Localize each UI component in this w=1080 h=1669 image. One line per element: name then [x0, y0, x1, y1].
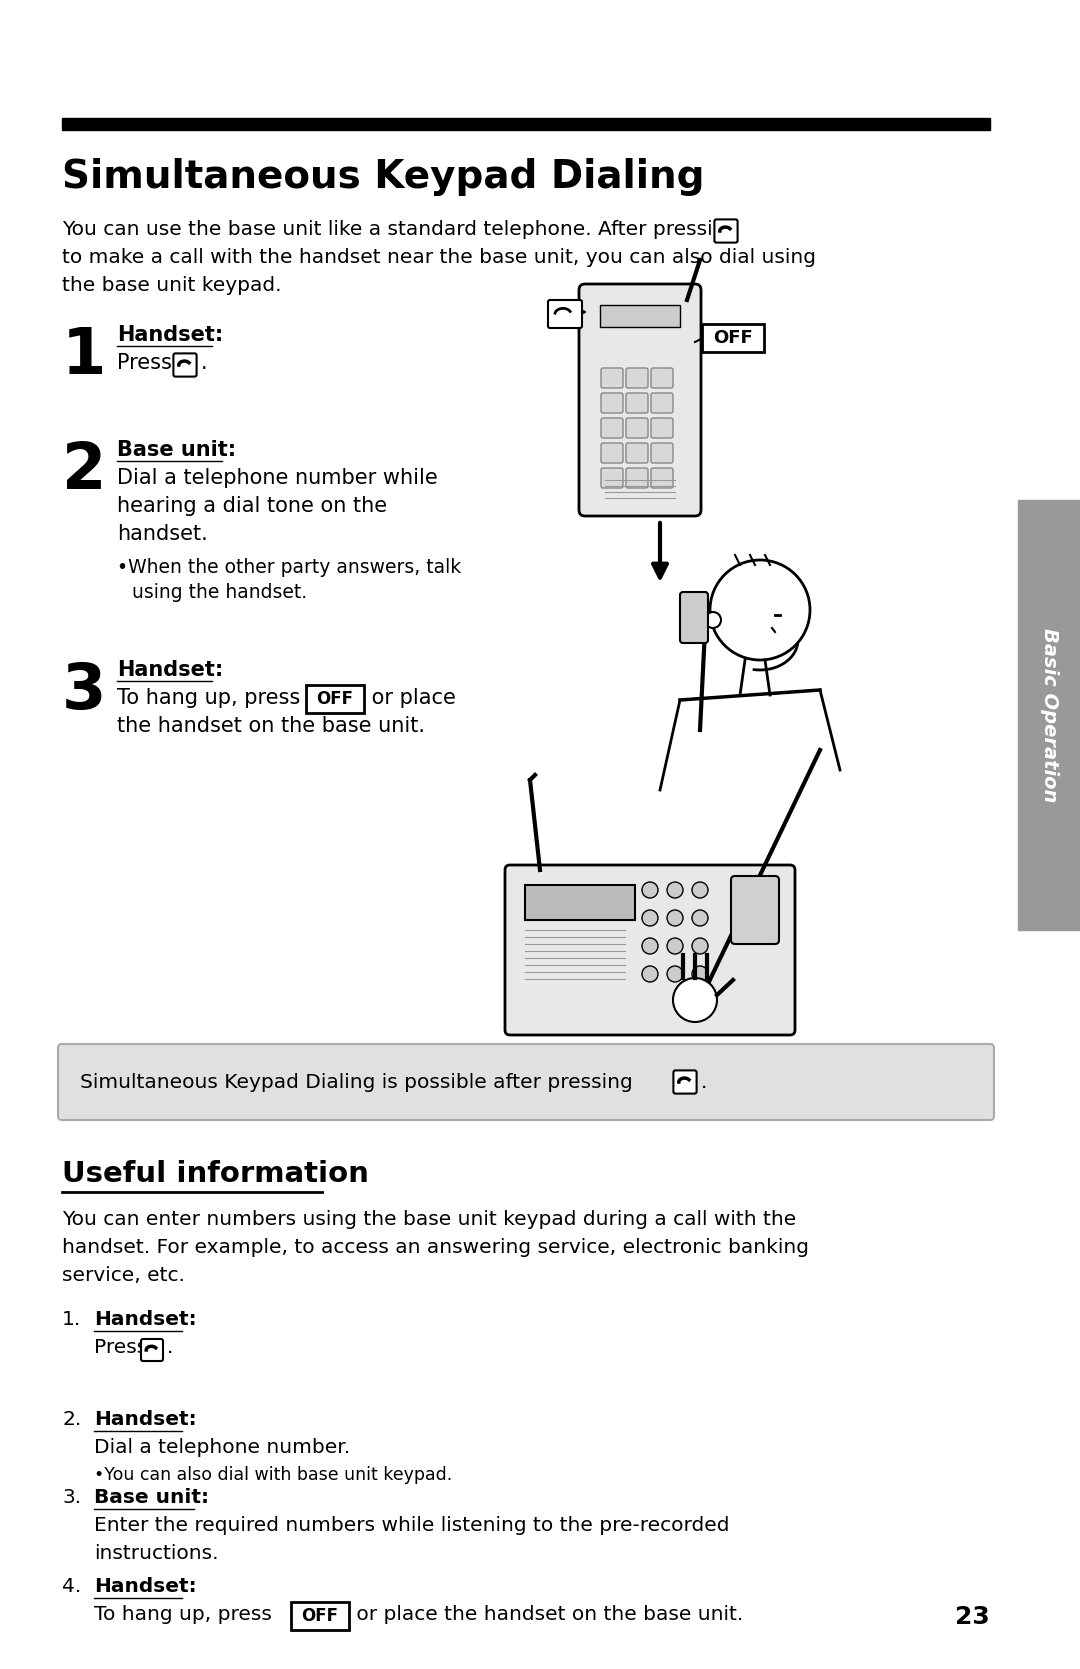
Circle shape — [642, 966, 658, 981]
Circle shape — [692, 910, 708, 926]
Text: Handset:: Handset: — [94, 1410, 197, 1429]
FancyBboxPatch shape — [702, 324, 764, 352]
Text: Handset:: Handset: — [117, 325, 224, 345]
Text: 2.: 2. — [62, 1410, 81, 1429]
Text: instructions.: instructions. — [94, 1544, 218, 1562]
Text: or place: or place — [365, 688, 456, 708]
Text: 1.: 1. — [62, 1310, 81, 1329]
Text: Base unit:: Base unit: — [117, 441, 237, 461]
Text: 23: 23 — [955, 1606, 990, 1629]
FancyBboxPatch shape — [306, 684, 364, 713]
Text: •When the other party answers, talk: •When the other party answers, talk — [117, 557, 461, 577]
FancyBboxPatch shape — [674, 1070, 697, 1093]
Text: .: . — [167, 1339, 174, 1357]
Text: Simultaneous Keypad Dialing: Simultaneous Keypad Dialing — [62, 159, 704, 195]
Text: 3: 3 — [62, 659, 107, 723]
Circle shape — [642, 881, 658, 898]
Text: .: . — [701, 1073, 707, 1092]
FancyBboxPatch shape — [600, 467, 623, 487]
FancyBboxPatch shape — [548, 300, 582, 329]
Circle shape — [642, 910, 658, 926]
Text: the base unit keypad.: the base unit keypad. — [62, 275, 282, 295]
Bar — [1018, 501, 1080, 930]
FancyBboxPatch shape — [600, 392, 623, 412]
FancyBboxPatch shape — [626, 467, 648, 487]
Text: handset. For example, to access an answering service, electronic banking: handset. For example, to access an answe… — [62, 1238, 809, 1257]
FancyBboxPatch shape — [579, 284, 701, 516]
FancyBboxPatch shape — [651, 417, 673, 437]
Circle shape — [667, 938, 683, 955]
Text: 4.: 4. — [62, 1577, 81, 1596]
Text: Press: Press — [117, 354, 172, 372]
Text: •You can also dial with base unit keypad.: •You can also dial with base unit keypad… — [94, 1465, 453, 1484]
Text: Handset:: Handset: — [94, 1310, 197, 1329]
Text: using the handset.: using the handset. — [132, 582, 307, 603]
FancyBboxPatch shape — [626, 392, 648, 412]
Circle shape — [692, 938, 708, 955]
Text: Useful information: Useful information — [62, 1160, 369, 1188]
Text: Handset:: Handset: — [117, 659, 224, 679]
FancyBboxPatch shape — [651, 392, 673, 412]
Text: Dial a telephone number while: Dial a telephone number while — [117, 467, 437, 487]
Text: the handset on the base unit.: the handset on the base unit. — [117, 716, 426, 736]
Circle shape — [667, 881, 683, 898]
Bar — [600, 305, 680, 327]
Text: Handset:: Handset: — [94, 1577, 197, 1596]
FancyBboxPatch shape — [291, 1602, 349, 1631]
Text: To hang up, press: To hang up, press — [117, 688, 300, 708]
Bar — [525, 885, 635, 920]
Circle shape — [667, 910, 683, 926]
Text: Press: Press — [94, 1339, 147, 1357]
Bar — [62, 118, 990, 130]
Text: handset.: handset. — [117, 524, 207, 544]
Text: to make a call with the handset near the base unit, you can also dial using: to make a call with the handset near the… — [62, 249, 816, 267]
Text: 3.: 3. — [62, 1489, 81, 1507]
FancyBboxPatch shape — [58, 1045, 994, 1120]
Text: Basic Operation: Basic Operation — [1039, 628, 1058, 803]
Text: or place the handset on the base unit.: or place the handset on the base unit. — [350, 1606, 743, 1624]
Text: You can use the base unit like a standard telephone. After pressing: You can use the base unit like a standar… — [62, 220, 739, 239]
Circle shape — [673, 978, 717, 1021]
FancyBboxPatch shape — [731, 876, 779, 945]
Text: OFF: OFF — [713, 329, 753, 347]
FancyBboxPatch shape — [141, 1339, 163, 1360]
Text: OFF: OFF — [301, 1607, 338, 1626]
FancyBboxPatch shape — [714, 219, 738, 242]
FancyBboxPatch shape — [651, 467, 673, 487]
Text: Dial a telephone number.: Dial a telephone number. — [94, 1439, 350, 1457]
Circle shape — [705, 613, 721, 628]
FancyBboxPatch shape — [626, 417, 648, 437]
Text: service, etc.: service, etc. — [62, 1267, 185, 1285]
FancyBboxPatch shape — [600, 417, 623, 437]
Text: Base unit:: Base unit: — [94, 1489, 210, 1507]
Text: 1: 1 — [62, 325, 106, 387]
Text: OFF: OFF — [316, 689, 353, 708]
Circle shape — [667, 966, 683, 981]
FancyBboxPatch shape — [626, 442, 648, 462]
Text: You can enter numbers using the base unit keypad during a call with the: You can enter numbers using the base uni… — [62, 1210, 796, 1228]
Circle shape — [642, 938, 658, 955]
Text: .: . — [201, 354, 207, 372]
Text: Simultaneous Keypad Dialing is possible after pressing: Simultaneous Keypad Dialing is possible … — [80, 1073, 633, 1092]
FancyBboxPatch shape — [505, 865, 795, 1035]
Circle shape — [710, 561, 810, 659]
FancyBboxPatch shape — [600, 442, 623, 462]
Circle shape — [692, 881, 708, 898]
FancyBboxPatch shape — [626, 367, 648, 387]
Text: Enter the required numbers while listening to the pre-recorded: Enter the required numbers while listeni… — [94, 1515, 729, 1535]
FancyBboxPatch shape — [651, 367, 673, 387]
Circle shape — [692, 966, 708, 981]
FancyBboxPatch shape — [174, 354, 197, 377]
FancyBboxPatch shape — [680, 592, 708, 643]
Text: 2: 2 — [62, 441, 106, 502]
FancyBboxPatch shape — [651, 442, 673, 462]
FancyBboxPatch shape — [600, 367, 623, 387]
Text: hearing a dial tone on the: hearing a dial tone on the — [117, 496, 387, 516]
Text: To hang up, press: To hang up, press — [94, 1606, 272, 1624]
